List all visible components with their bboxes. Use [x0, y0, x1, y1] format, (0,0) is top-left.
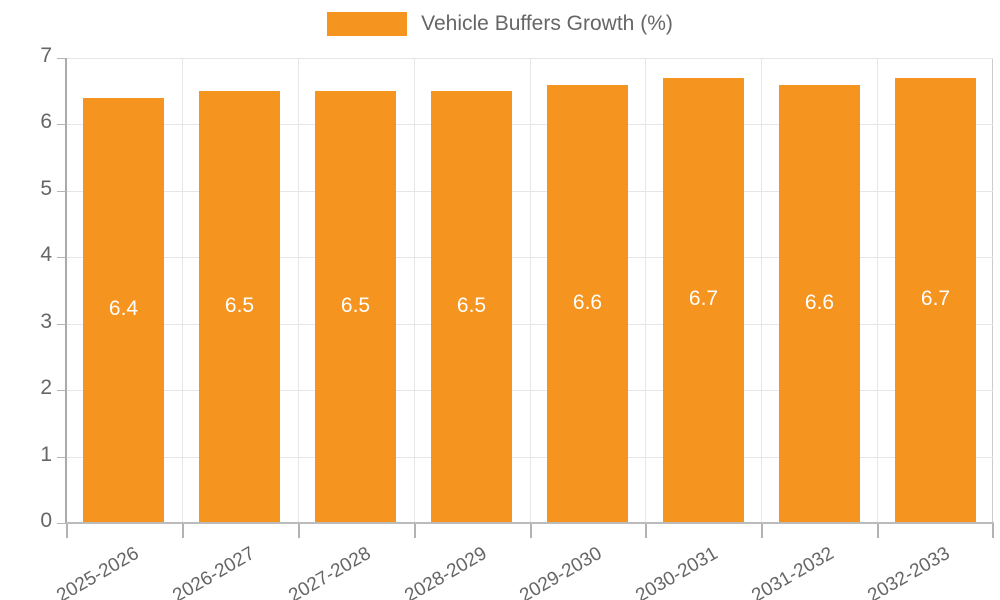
y-tick-label-3: 3: [40, 309, 52, 333]
y-tick-mark-0: [57, 523, 66, 524]
y-tick-mark-7: [57, 58, 66, 59]
gridline-x-5: [645, 58, 646, 523]
x-tick-mark-2: [298, 524, 300, 538]
plot-area: 6.4 6.5 6.5 6.5 6.6 6.7 6.6 6.7: [66, 58, 993, 524]
x-tick-mark-edge-8: [992, 524, 994, 538]
x-tick-label-2027-2028: 2027-2028: [284, 543, 375, 600]
y-tick-mark-4: [57, 257, 66, 259]
gridline-y-2: [66, 390, 993, 392]
gridline-y-3: [66, 323, 993, 325]
gridline-x-1: [182, 58, 183, 523]
bar-value-label-2032-2033: 6.7: [920, 287, 951, 311]
gridline-x-4: [530, 58, 531, 523]
x-tick-label-2030-2031: 2030-2031: [632, 543, 722, 600]
bar-value-label-2025-2026: 6.4: [108, 297, 139, 321]
gridline-x-2: [298, 58, 299, 523]
y-tick-label-1: 1: [40, 442, 52, 466]
legend-label-vehicle-buffers-growth[interactable]: Vehicle Buffers Growth (%): [421, 12, 673, 35]
y-tick-label-2: 2: [40, 376, 52, 400]
gridline-y-6: [66, 124, 993, 126]
gridline-x-6: [761, 58, 762, 523]
bar-2025-2026[interactable]: [83, 98, 164, 523]
y-tick-mark-3: [57, 323, 66, 325]
y-tick-label-5: 5: [40, 176, 52, 200]
y-tick-mark-5: [57, 190, 66, 192]
bar-value-label-2027-2028: 6.5: [340, 294, 371, 318]
x-tick-mark-edge-0: [66, 524, 68, 538]
x-tick-mark-7: [877, 524, 879, 538]
y-tick-label-6: 6: [40, 110, 52, 134]
y-tick-mark-1: [57, 456, 66, 458]
y-tick-label-7: 7: [40, 44, 52, 67]
y-axis-spine: [65, 58, 67, 524]
x-tick-label-2031-2032: 2031-2032: [748, 543, 838, 600]
bar-2031-2032[interactable]: [779, 85, 860, 523]
x-tick-label-2032-2033: 2032-2033: [864, 543, 954, 600]
bar-2032-2033[interactable]: [895, 78, 976, 523]
x-tick-label-2026-2027: 2026-2027: [169, 543, 259, 600]
gridline-x-3: [414, 58, 415, 523]
bar-2027-2028[interactable]: [315, 91, 396, 523]
bar-value-label-2031-2032: 6.6: [804, 290, 835, 314]
bar-value-label-2026-2027: 6.5: [224, 294, 255, 318]
legend-swatch-vehicle-buffers-growth[interactable]: [327, 12, 408, 36]
bar-2026-2027[interactable]: [199, 91, 280, 523]
plot-right-border: [992, 58, 993, 523]
x-tick-mark-6: [761, 524, 763, 538]
gridline-y-5: [66, 190, 993, 192]
x-tick-mark-5: [645, 524, 647, 538]
x-tick-label-2028-2029: 2028-2029: [400, 543, 491, 600]
y-tick-label-4: 4: [40, 243, 52, 267]
bar-2028-2029[interactable]: [431, 91, 512, 523]
gridline-y-7: [66, 58, 993, 59]
x-tick-mark-3: [414, 524, 416, 538]
x-tick-mark-4: [530, 524, 532, 538]
x-tick-label-2029-2030: 2029-2030: [516, 543, 606, 600]
y-tick-mark-6: [57, 124, 66, 126]
gridline-y-1: [66, 456, 993, 458]
chart-legend: Vehicle Buffers Growth (%): [0, 12, 1000, 36]
bar-2030-2031[interactable]: [663, 78, 744, 523]
gridline-y-4: [66, 257, 993, 259]
bar-value-label-2028-2029: 6.5: [456, 294, 487, 318]
x-tick-mark-1: [182, 524, 184, 538]
gridline-x-7: [877, 58, 878, 523]
bar-value-label-2030-2031: 6.7: [688, 287, 719, 311]
x-tick-label-2025-2026: 2025-2026: [53, 543, 143, 600]
y-tick-label-0: 0: [40, 509, 52, 532]
y-tick-mark-2: [57, 390, 66, 392]
bar-value-label-2029-2030: 6.6: [572, 290, 603, 314]
x-axis-spine: [66, 522, 994, 524]
bar-2029-2030[interactable]: [547, 85, 628, 523]
